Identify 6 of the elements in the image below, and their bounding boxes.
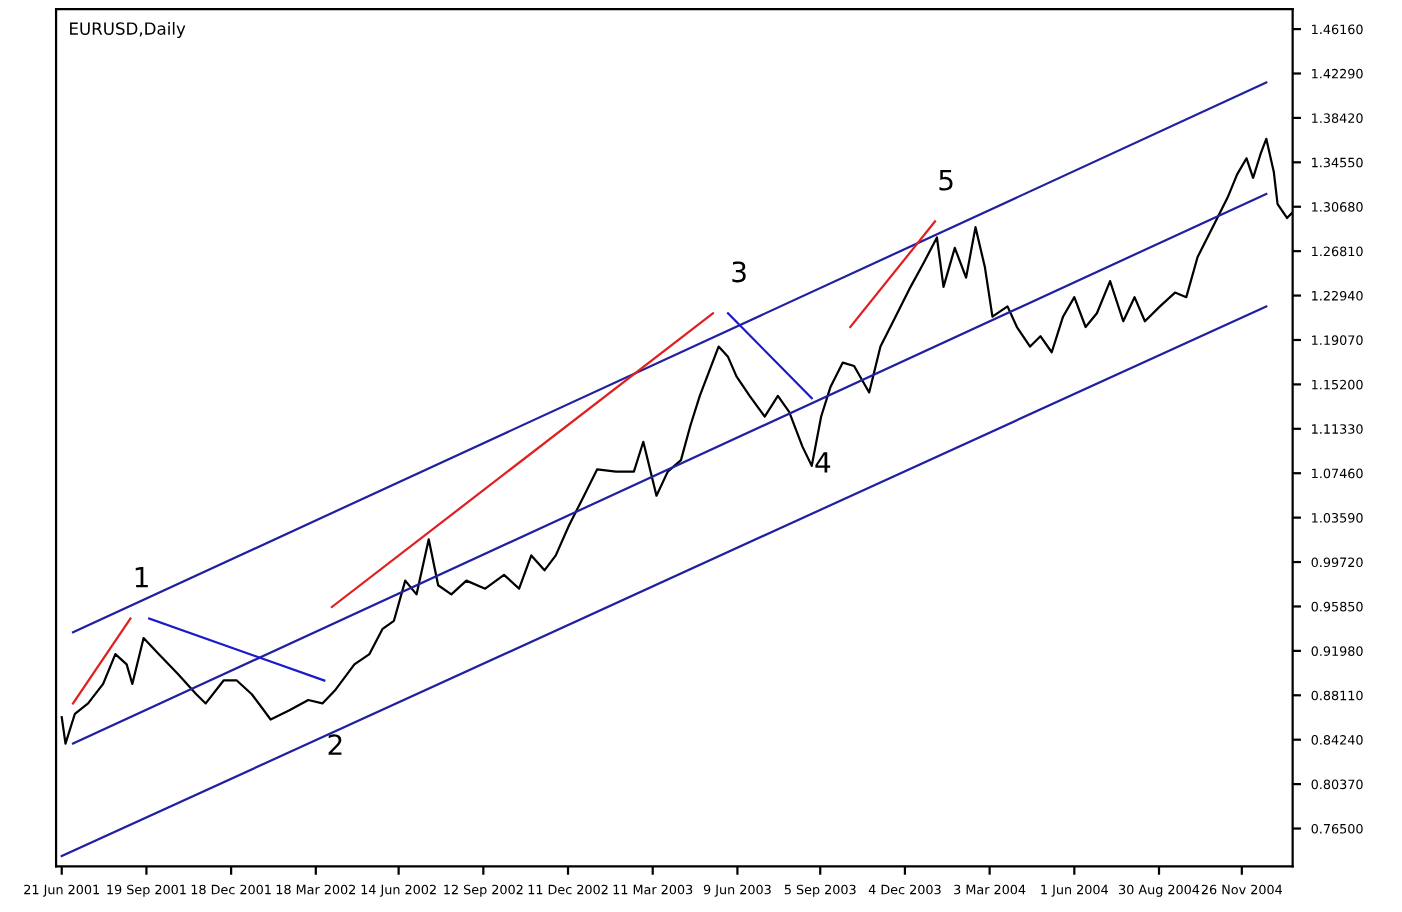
annotation: 1 xyxy=(135,567,148,588)
text: EURUSD,Daily xyxy=(70,21,186,39)
annotation: 3 xyxy=(732,261,746,283)
annotation: 5 xyxy=(939,169,953,191)
annotation: 4 xyxy=(815,452,831,473)
annotation: 2 xyxy=(328,734,342,755)
